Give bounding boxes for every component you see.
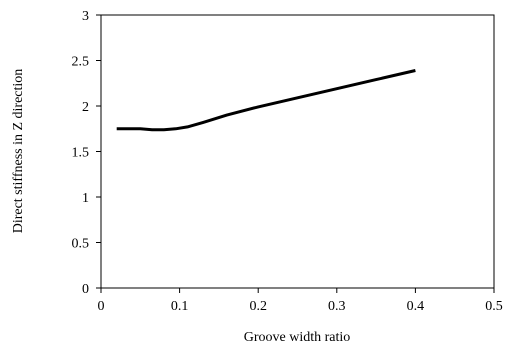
series-layer	[116, 69, 416, 132]
x-axis-title: Groove width ratio	[244, 330, 351, 345]
x-tick-label: 0.2	[249, 299, 267, 314]
y-tick-label: 2	[82, 100, 89, 115]
y-tick-label: 0.5	[72, 237, 90, 252]
plot-area-frame	[100, 14, 495, 289]
y-tick-label: 3	[82, 9, 89, 24]
x-tick-label: 0	[98, 299, 105, 314]
x-tick-label: 0.1	[171, 299, 189, 314]
x-tick-label: 0.3	[328, 299, 346, 314]
y-axis-title: Direct stiffness in Z direction	[11, 69, 26, 234]
x-tick-label: 0.4	[407, 299, 425, 314]
x-tick-label: 0.5	[485, 299, 503, 314]
y-tick-label: 1.5	[72, 146, 90, 161]
x-axis-ticks: 0 0.1 0.2 0.3 0.4 0.5	[98, 288, 503, 314]
y-tick-label: 2.5	[72, 55, 90, 70]
series-line	[116, 69, 416, 132]
y-tick-label: 0	[82, 282, 89, 297]
y-axis-ticks: 0 0.5 1 1.5 2 2.5 3	[72, 9, 101, 297]
y-tick-label: 1	[82, 191, 89, 206]
